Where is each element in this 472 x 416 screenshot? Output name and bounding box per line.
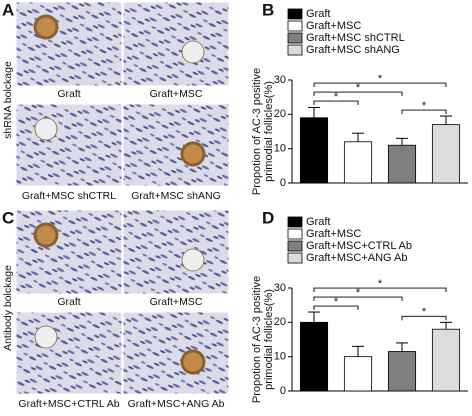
legend-swatch <box>287 228 303 240</box>
y-tick-label: 0 <box>280 385 286 397</box>
bar <box>343 356 373 392</box>
micrograph <box>15 311 123 395</box>
follicle <box>180 349 206 375</box>
error-bar <box>308 311 320 323</box>
significance-label: * <box>356 82 361 94</box>
micrograph <box>15 1 123 87</box>
error-bar <box>352 345 364 357</box>
error-bar <box>440 115 452 125</box>
y-tick-label: 30 <box>274 74 286 86</box>
bar <box>387 351 417 392</box>
image-caption: Graft+MSC+ANG Ab <box>128 398 225 410</box>
micrograph <box>122 103 230 187</box>
follicle <box>34 117 58 141</box>
bar <box>299 117 329 184</box>
follicle <box>34 325 58 349</box>
micrograph <box>15 209 123 295</box>
panel-label: B <box>262 0 274 19</box>
significance-bracket <box>401 109 447 115</box>
y-axis-label: primodial follicles(%) <box>263 81 275 182</box>
error-bar <box>396 137 408 146</box>
follicle <box>33 222 59 248</box>
legend-label: Graft <box>306 216 330 228</box>
y-axis-label: Propotion of AC-3 positive <box>251 68 263 195</box>
legend-label: Graft <box>306 8 330 20</box>
bar <box>299 321 329 392</box>
significance-bracket <box>313 296 403 302</box>
micrograph <box>122 209 230 295</box>
panel-label: D <box>262 208 274 227</box>
follicle <box>180 141 206 167</box>
bar <box>387 144 417 184</box>
significance-label: * <box>422 306 427 318</box>
legend-label: Graft+MSC+ANG Ab <box>306 252 407 264</box>
error-bar <box>440 321 452 330</box>
image-caption: Graft+MSC <box>150 88 203 100</box>
significance-label: * <box>356 287 361 299</box>
significance-label: * <box>334 91 339 103</box>
y-tick-label: 20 <box>274 108 286 120</box>
y-tick-label: 10 <box>274 143 286 155</box>
y-tick-label: 0 <box>280 177 286 189</box>
bar <box>343 141 373 184</box>
legend-label: Graft+MSC shCTRL <box>306 32 405 44</box>
significance-bracket <box>313 100 359 106</box>
legend-swatch <box>287 44 303 56</box>
panel-label: C <box>2 208 14 227</box>
micrograph <box>122 1 230 87</box>
significance-bracket <box>313 287 447 293</box>
side-label: Antibody bolckage <box>2 265 14 351</box>
micrograph <box>122 311 230 395</box>
image-caption: Graft+MSC shCTRL <box>22 190 116 202</box>
significance-label: * <box>422 100 427 112</box>
legend-swatch <box>287 252 303 264</box>
error-bar <box>352 132 364 142</box>
significance-bracket <box>313 91 403 97</box>
follicle <box>181 40 205 64</box>
legend-swatch <box>287 240 303 252</box>
bar <box>431 124 461 184</box>
error-bar <box>396 342 408 352</box>
image-caption: Graft+MSC shANG <box>131 190 221 202</box>
bar <box>431 328 461 392</box>
significance-bracket <box>313 82 447 88</box>
image-caption: Graft+MSC+CTRL Ab <box>18 398 119 410</box>
legend-swatch <box>287 32 303 44</box>
y-tick-label: 30 <box>274 282 286 294</box>
legend-swatch <box>287 216 303 228</box>
significance-bracket <box>401 315 447 321</box>
legend-swatch <box>287 20 303 32</box>
image-caption: Graft <box>57 296 80 308</box>
significance-label: * <box>378 73 383 85</box>
legend-swatch <box>287 8 303 20</box>
y-axis-label: Propotion of AC-3 positive <box>251 276 263 403</box>
panel-label: A <box>2 0 14 19</box>
y-tick-label: 10 <box>274 351 286 363</box>
micrograph <box>15 103 123 187</box>
legend-label: Graft+MSC <box>306 228 361 240</box>
legend-label: Graft+MSC+CTRL Ab <box>306 240 412 252</box>
error-bar <box>308 106 320 118</box>
significance-bracket <box>313 305 359 311</box>
legend-label: Graft+MSC shANG <box>306 44 400 56</box>
follicle <box>181 248 205 272</box>
y-tick-label: 20 <box>274 316 286 328</box>
image-caption: Graft <box>57 88 80 100</box>
legend-label: Graft+MSC <box>306 20 361 32</box>
side-label: shRNA bolckage <box>2 61 14 139</box>
significance-label: * <box>334 296 339 308</box>
image-caption: Graft+MSC <box>150 296 203 308</box>
significance-label: * <box>378 278 383 290</box>
follicle <box>33 14 59 40</box>
y-axis-label: primodial follicles(%) <box>263 289 275 390</box>
